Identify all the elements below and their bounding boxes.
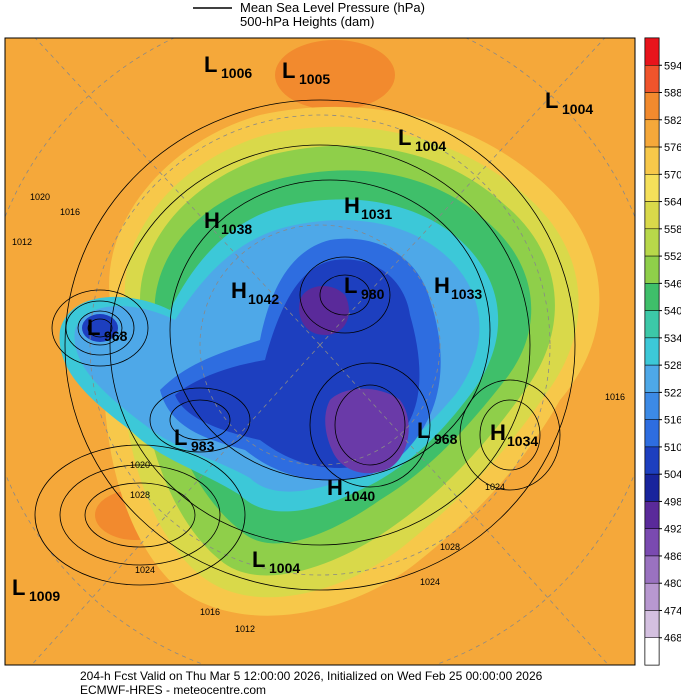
colorbar-label: 552: [664, 251, 681, 263]
colorbar-swatch: [644, 310, 660, 339]
colorbar-swatch: [644, 528, 660, 557]
colorbar-label: 540: [664, 306, 681, 318]
center-letter: L: [174, 425, 187, 450]
colorbar-label: 546: [664, 278, 681, 290]
colorbar-label: 588: [664, 88, 681, 100]
center-pressure: 983: [191, 438, 215, 454]
colorbar-swatch: [644, 337, 660, 366]
isobar-label: 1028: [440, 542, 460, 552]
center-pressure: 1040: [344, 488, 375, 504]
colorbar-swatch: [644, 473, 660, 502]
colorbar-swatch: [644, 255, 660, 284]
isobar-label: 1012: [235, 624, 255, 634]
center-pressure: 980: [361, 286, 385, 302]
center-letter: L: [204, 52, 217, 77]
center-letter: L: [398, 125, 411, 150]
center-letter: H: [204, 208, 220, 233]
isobar-label: 1016: [605, 392, 625, 402]
center-pressure: 1031: [361, 206, 392, 222]
isobar-label: 1024: [420, 577, 440, 587]
isobar-label: 1028: [130, 490, 150, 500]
colorbar-swatch: [644, 37, 660, 66]
center-pressure: 968: [104, 328, 128, 344]
colorbar-swatch: [644, 610, 660, 638]
colorbar-label: 558: [664, 224, 681, 236]
colorbar-label: 582: [664, 115, 681, 127]
legend-heights: 500-hPa Heights (dam): [240, 14, 374, 29]
colorbar-label: 570: [664, 169, 681, 181]
center-letter: H: [231, 278, 247, 303]
graticule: [5, 38, 635, 665]
map-field: [5, 38, 635, 665]
colorbar-swatch: [644, 392, 660, 420]
colorbar-label: 516: [664, 415, 681, 427]
colorbar-label: 576: [664, 142, 681, 154]
colorbar-swatch: [644, 146, 660, 175]
center-pressure: 1042: [248, 291, 279, 307]
isobars: [34, 99, 576, 591]
center-pressure: 1004: [562, 101, 593, 117]
isobar-label: 1016: [200, 607, 220, 617]
center-letter: L: [344, 273, 357, 298]
center-letter: H: [344, 193, 360, 218]
isobar-label: 1012: [12, 237, 32, 247]
footer-valid: 204-h Fcst Valid on Thu Mar 5 12:00:00 2…: [80, 669, 543, 683]
footer-source: ECMWF-HRES - meteocentre.com: [80, 683, 266, 697]
colorbar-label: 510: [664, 442, 681, 454]
isobar-label: 1020: [130, 460, 150, 470]
colorbar-label: 528: [664, 360, 681, 372]
colorbar-label: 492: [664, 524, 681, 536]
center-letter: L: [12, 575, 25, 600]
center-letter: H: [490, 420, 506, 445]
center-letter: H: [434, 273, 450, 298]
center-pressure: 1004: [415, 138, 446, 154]
colorbar-swatch: [644, 65, 660, 93]
colorbar-label: 522: [664, 387, 681, 399]
center-pressure: 1005: [299, 71, 330, 87]
isobar-label: 1016: [60, 207, 80, 217]
colorbar-swatch: [644, 283, 660, 311]
colorbar-label: 504: [664, 469, 681, 481]
colorbar-swatch: [644, 174, 660, 202]
center-pressure: 1009: [29, 588, 60, 604]
center-pressure: 1004: [269, 560, 300, 576]
center-letter: L: [87, 315, 100, 340]
colorbar-swatch: [644, 364, 660, 393]
center-letter: L: [252, 547, 265, 572]
colorbar-swatch: [644, 637, 660, 666]
colorbar-swatch: [644, 419, 660, 448]
center-letter: L: [417, 418, 430, 443]
center-pressure: 1034: [507, 433, 538, 449]
colorbar-swatch: [644, 92, 660, 121]
colorbar-swatch: [644, 582, 660, 611]
colorbar-label: 564: [664, 197, 681, 209]
center-letter: H: [327, 475, 343, 500]
colorbar-swatch: [644, 501, 660, 529]
colorbar-label: 534: [664, 333, 681, 345]
center-pressure: 1038: [221, 221, 252, 237]
isobar-label: 1024: [485, 482, 505, 492]
isobar-label: 1020: [30, 192, 50, 202]
colorbar-label: 468: [664, 633, 681, 645]
colorbar-label: 480: [664, 578, 681, 590]
colorbar-label: 474: [664, 605, 681, 617]
colorbar-swatch: [644, 446, 660, 475]
colorbar-swatch: [644, 119, 660, 148]
center-letter: L: [282, 58, 295, 83]
isobar-label: 1024: [135, 565, 155, 575]
center-pressure: 1006: [221, 65, 252, 81]
legend-mslp: Mean Sea Level Pressure (hPa): [240, 0, 425, 15]
colorbar-swatch: [644, 228, 660, 257]
center-pressure: 1033: [451, 286, 482, 302]
center-pressure: 968: [434, 431, 458, 447]
map-frame: [4, 37, 636, 666]
colorbar-label: 486: [664, 551, 681, 563]
colorbar-label: 498: [664, 496, 681, 508]
center-letter: L: [545, 88, 558, 113]
colorbar-swatch: [644, 201, 660, 230]
colorbar-swatch: [644, 555, 660, 584]
colorbar-label: 594: [664, 60, 681, 72]
